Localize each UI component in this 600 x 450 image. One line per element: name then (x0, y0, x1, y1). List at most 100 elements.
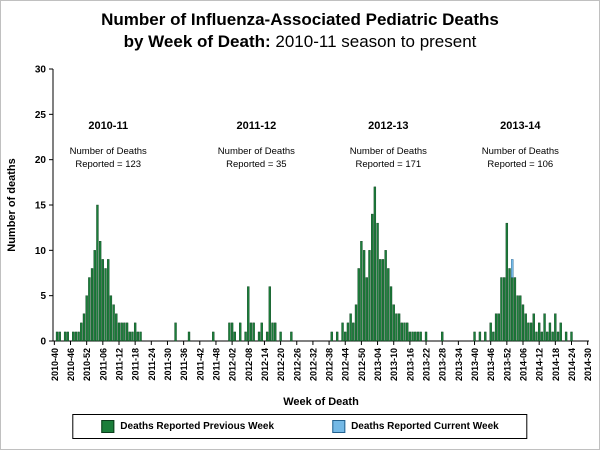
bar-previous-week (505, 222, 509, 342)
legend-item-previous-week: Deaths Reported Previous Week (101, 420, 274, 433)
bar-previous-week (416, 331, 420, 342)
bar-previous-week (174, 322, 177, 342)
bar-previous-week (265, 331, 269, 342)
bar-previous-week (516, 295, 519, 342)
x-tick-label: 2013-22 (422, 348, 432, 381)
bar-previous-week (513, 277, 517, 342)
bar-previous-week (424, 331, 428, 342)
season-label: 2012-13 (368, 120, 408, 132)
bar-previous-week (478, 331, 482, 342)
y-tick-label: 30 (35, 65, 47, 76)
bar-previous-week (492, 331, 495, 342)
season-label: 2013-14 (500, 120, 541, 132)
season-label: 2010-11 (88, 120, 128, 132)
bar-previous-week (330, 331, 333, 342)
bar-previous-week (109, 295, 113, 342)
bar-previous-week (389, 286, 393, 342)
bar-previous-week (546, 331, 549, 342)
bar-previous-week (90, 268, 94, 342)
bar-previous-week (249, 322, 253, 342)
season-detail-line1: Number of Deaths (350, 146, 427, 157)
bar-previous-week (104, 268, 107, 342)
bar-previous-week (354, 304, 358, 342)
season-detail-line1: Number of Deaths (482, 146, 559, 157)
x-tick-label: 2014-06 (519, 348, 529, 381)
x-tick-label: 2013-10 (389, 348, 399, 381)
bar-previous-week (379, 259, 382, 342)
y-tick-label: 5 (40, 291, 46, 302)
bar-previous-week (271, 322, 274, 342)
chart-title-line2-rest: 2010-11 season to present (270, 32, 477, 51)
bar-previous-week (107, 259, 110, 342)
bar-previous-week (540, 331, 544, 342)
bar-previous-week (381, 259, 385, 342)
bar-previous-week (85, 295, 88, 342)
chart-title: Number of Influenza-Associated Pediatric… (1, 9, 599, 53)
x-tick-label: 2012-32 (308, 348, 318, 381)
bar-previous-week (74, 331, 78, 342)
y-tick-label: 25 (35, 110, 47, 121)
bar-previous-week (494, 313, 498, 342)
bar-previous-week (521, 304, 525, 342)
legend-swatch-current-week-icon (332, 420, 346, 433)
legend-label-current-week: Deaths Reported Current Week (351, 421, 499, 432)
bar-previous-week (63, 331, 67, 342)
bar-previous-week (357, 268, 360, 342)
x-tick-label: 2013-40 (470, 348, 480, 381)
bar-previous-week (371, 213, 374, 342)
x-tick-label: 2011-18 (131, 348, 141, 381)
bar-previous-week (101, 259, 104, 342)
legend-item-current-week: Deaths Reported Current Week (332, 420, 499, 433)
bar-previous-week (406, 322, 409, 342)
bar-previous-week (131, 331, 134, 342)
x-tick-label: 2013-28 (438, 348, 448, 381)
bar-previous-week (346, 322, 350, 342)
bar-previous-week (360, 241, 363, 342)
season-detail-line2: Reported = 171 (355, 159, 421, 170)
bar-previous-week (244, 331, 247, 342)
bar-previous-week (233, 331, 236, 342)
bar-previous-week (82, 313, 86, 342)
season-detail-line2: Reported = 35 (226, 159, 286, 170)
bar-previous-week (570, 331, 573, 342)
x-tick-label: 2012-50 (357, 348, 367, 381)
bar-previous-week (373, 186, 377, 342)
bar-previous-week (403, 322, 406, 342)
x-tick-label: 2013-16 (405, 348, 415, 381)
bar-previous-week (66, 331, 69, 342)
bar-previous-week (559, 322, 562, 342)
y-tick-label: 10 (35, 246, 47, 257)
season-detail-line1: Number of Deaths (218, 146, 295, 157)
bar-previous-week (387, 268, 390, 342)
bar-previous-week (72, 331, 75, 342)
bar-previous-week (133, 322, 137, 342)
x-tick-label: 2012-38 (325, 348, 335, 381)
bar-previous-week (414, 331, 417, 342)
bar-previous-week (538, 322, 541, 342)
x-tick-label: 2013-46 (486, 348, 496, 381)
x-tick-label: 2011-06 (98, 348, 108, 381)
season-detail-line1: Number of Deaths (70, 146, 147, 157)
bar-previous-week (252, 322, 255, 342)
x-tick-label: 2014-18 (551, 348, 561, 381)
bar-previous-week (268, 286, 271, 342)
bar-previous-week (441, 331, 444, 342)
x-tick-label: 2012-14 (260, 348, 270, 381)
x-tick-label: 2012-44 (341, 348, 351, 381)
bar-previous-week (500, 277, 503, 342)
x-tick-label: 2011-30 (163, 348, 173, 381)
bar-previous-week (136, 331, 140, 342)
x-tick-label: 2013-34 (454, 348, 464, 381)
bar-previous-week (419, 331, 422, 342)
bar-previous-week (527, 322, 530, 342)
bar-previous-week (392, 304, 395, 342)
season-detail-line2: Reported = 123 (75, 159, 141, 170)
bar-previous-week (335, 331, 339, 342)
bar-previous-week (77, 331, 80, 342)
bar-previous-week (502, 277, 506, 342)
bar-previous-week (535, 331, 538, 342)
bar-previous-week (368, 250, 371, 342)
bar-previous-week (349, 313, 352, 342)
